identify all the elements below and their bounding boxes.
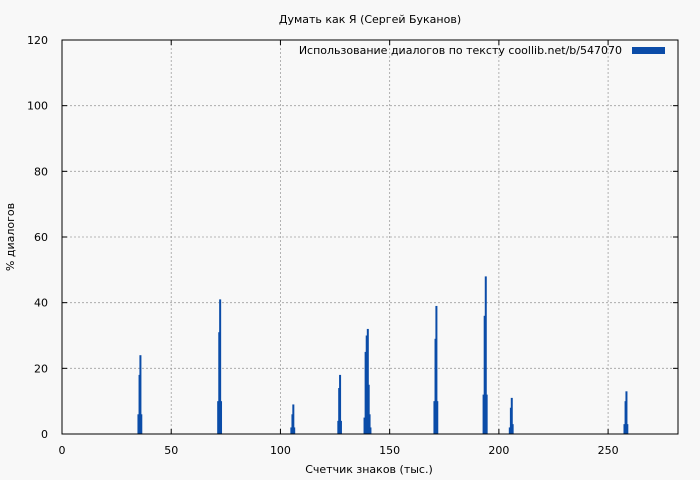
- x-tick-label: 150: [379, 444, 400, 457]
- bar: [436, 401, 439, 434]
- bar: [139, 355, 142, 434]
- x-tick-label: 200: [488, 444, 509, 457]
- bar: [363, 417, 366, 434]
- x-tick-label: 250: [598, 444, 619, 457]
- bar: [137, 414, 140, 434]
- y-tick-label: 40: [34, 297, 48, 310]
- x-tick-label: 50: [164, 444, 178, 457]
- legend: Использование диалогов по тексту coollib…: [299, 44, 665, 57]
- y-tick-label: 60: [34, 231, 48, 244]
- bar: [369, 427, 372, 434]
- bar: [339, 420, 342, 434]
- x-tick-label: 100: [270, 444, 291, 457]
- bar: [364, 351, 367, 434]
- bar: [293, 427, 296, 434]
- legend-swatch: [632, 47, 665, 54]
- bar: [433, 401, 436, 434]
- bar: [217, 401, 220, 434]
- y-tick-label: 100: [27, 100, 48, 113]
- bar: [367, 384, 370, 434]
- bar: [435, 305, 438, 434]
- bar: [483, 315, 486, 434]
- bar: [365, 335, 368, 434]
- bar: [290, 427, 293, 434]
- y-tick-label: 0: [41, 428, 48, 441]
- y-ticks: 0 20 40 60 80 100 120: [27, 34, 678, 441]
- bar: [625, 391, 628, 434]
- grid: [62, 40, 678, 434]
- y-axis-label: % диалогов: [4, 203, 17, 271]
- bar: [485, 394, 488, 434]
- bar: [510, 397, 513, 434]
- bar: [368, 414, 371, 434]
- bar: [220, 401, 223, 434]
- bar: [219, 299, 222, 434]
- bar: [292, 404, 295, 434]
- y-tick-label: 80: [34, 165, 48, 178]
- bar: [508, 427, 511, 434]
- bar: [484, 276, 487, 434]
- y-tick-label: 120: [27, 34, 48, 47]
- bar: [366, 328, 369, 434]
- x-axis-label: Счетчик знаков (тыс.): [305, 463, 433, 476]
- bar: [626, 424, 629, 434]
- bars: [137, 276, 629, 434]
- x-ticks: 0 50 100 150 200 250: [59, 40, 619, 457]
- y-tick-label: 20: [34, 362, 48, 375]
- legend-label: Использование диалогов по тексту coollib…: [299, 44, 622, 57]
- bar: [339, 374, 342, 434]
- bar: [623, 424, 626, 434]
- bar: [482, 394, 485, 434]
- bar: [511, 424, 514, 434]
- bar: [140, 414, 143, 434]
- chart-title: Думать как Я (Сергей Буканов): [279, 13, 461, 26]
- x-tick-label: 0: [59, 444, 66, 457]
